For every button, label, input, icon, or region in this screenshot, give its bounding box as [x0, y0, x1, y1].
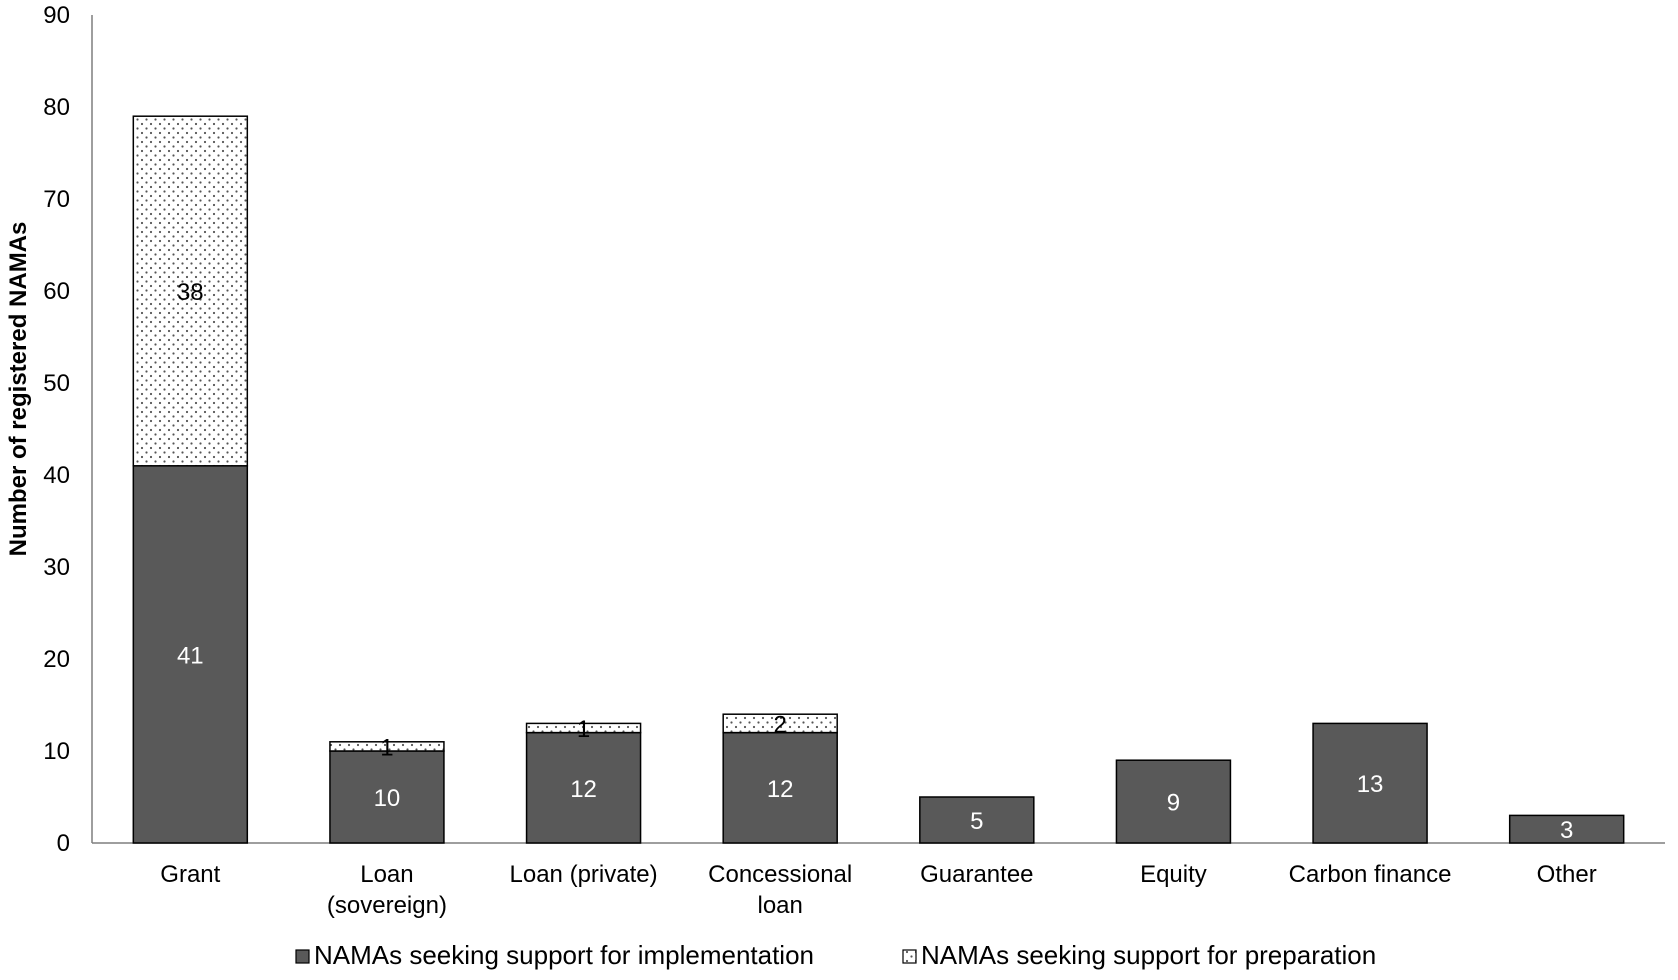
- y-tick-label: 50: [43, 370, 70, 397]
- x-tick-label: Grant: [160, 861, 220, 888]
- bar-preparation: [329, 741, 445, 752]
- bar-implementation: [1508, 814, 1625, 844]
- data-label-implementation: 12: [767, 776, 794, 803]
- data-label-implementation: 41: [177, 642, 204, 669]
- bar-implementation: [1312, 722, 1428, 844]
- bar-implementation: [329, 750, 445, 844]
- bar-implementation: [919, 796, 1035, 844]
- y-tick-label: 30: [43, 554, 70, 581]
- bar-implementation: [722, 731, 838, 844]
- data-label-preparation: 38: [177, 279, 204, 306]
- x-tick-label: Concessional loan: [708, 861, 852, 919]
- bars: [132, 115, 1625, 844]
- y-axis-label: Number of registered NAMAs: [5, 222, 32, 557]
- data-label-implementation: 9: [1167, 790, 1180, 817]
- bar-implementation: [525, 731, 642, 844]
- legend-swatch: [295, 949, 310, 964]
- bar-preparation: [132, 115, 249, 467]
- bar-preparation: [722, 713, 838, 734]
- y-tick-label: 0: [57, 830, 70, 857]
- data-label-implementation: 5: [970, 808, 983, 835]
- data-label-implementation: 13: [1357, 771, 1384, 798]
- bar-implementation: [132, 465, 249, 844]
- y-tick-label: 80: [43, 94, 70, 121]
- x-tick-label: Equity: [1140, 861, 1207, 888]
- x-tick-label: Loan (private): [510, 861, 658, 888]
- bar-implementation: [1115, 759, 1232, 844]
- x-tick-label: Loan (sovereign): [327, 861, 447, 919]
- x-tick-label: Carbon finance: [1289, 861, 1452, 888]
- y-tick-label: 20: [43, 646, 70, 673]
- legend-label: NAMAs seeking support for preparation: [921, 940, 1376, 970]
- bar-preparation: [525, 722, 642, 734]
- legend-swatch: [902, 949, 917, 964]
- x-tick-label: Guarantee: [920, 861, 1033, 888]
- legend-label: NAMAs seeking support for implementation: [314, 940, 814, 970]
- y-tick-label: 10: [43, 738, 70, 765]
- y-tick-label: 70: [43, 186, 70, 213]
- legend-item-implementation: NAMAs seeking support for implementation: [295, 940, 814, 970]
- data-label-preparation: 1: [577, 716, 590, 743]
- data-labels: 41 38 10 1 12 1 12 2 5 9 13 3: [177, 279, 1573, 844]
- x-tick-label: Other: [1537, 861, 1597, 888]
- y-tick-label: 40: [43, 462, 70, 489]
- data-label-preparation: 2: [774, 711, 787, 738]
- y-tick-label: 60: [43, 278, 70, 305]
- data-label-implementation: 10: [374, 785, 401, 812]
- data-label-implementation: 3: [1560, 817, 1573, 844]
- legend: NAMAs seeking support for implementation…: [295, 940, 1376, 970]
- data-label-preparation: 1: [380, 734, 393, 761]
- legend-item-preparation: NAMAs seeking support for preparation: [902, 940, 1376, 970]
- axes: 0 10 20 30 40 50 60 70 80 90 Number of registered …: [5, 2, 1665, 919]
- y-tick-label: 90: [43, 2, 70, 29]
- data-label-implementation: 12: [570, 776, 597, 803]
